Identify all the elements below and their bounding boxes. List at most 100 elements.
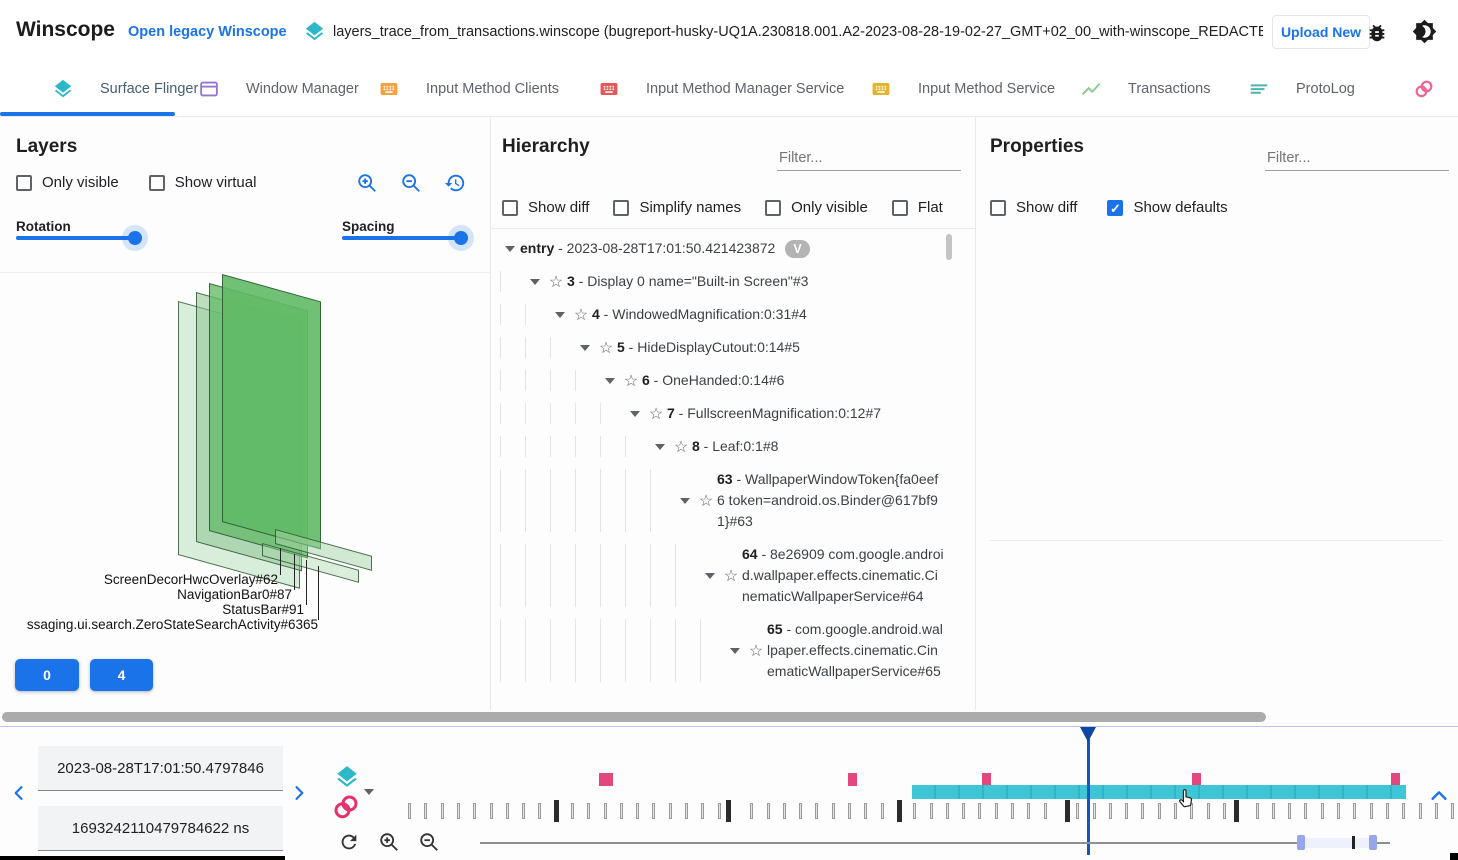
tab-input-method-clients[interactable]: Input Method Clients <box>378 62 559 116</box>
timeline-cursor-line[interactable] <box>1087 727 1090 855</box>
rotation-slider-thumb[interactable] <box>128 231 142 245</box>
rotation-slider-track[interactable] <box>16 236 136 240</box>
checkbox-flat[interactable]: Flat <box>891 199 943 216</box>
timeline-zoom-out-icon[interactable] <box>418 831 440 853</box>
checkbox-box[interactable] <box>148 174 165 191</box>
tree-row[interactable]: ☆ 5 - HideDisplayCutout:0:14#5 <box>500 331 944 364</box>
zoom-range-handle-right[interactable] <box>1369 835 1377 850</box>
tab-protolog[interactable]: ProtoLog <box>1248 62 1355 116</box>
checkbox-box[interactable] <box>765 199 782 216</box>
expand-arrow-icon[interactable] <box>575 344 595 351</box>
hierarchy-filter-input[interactable] <box>777 146 961 171</box>
timeline-scrollbar[interactable] <box>2 712 1266 722</box>
checkbox-show-virtual[interactable]: Show virtual <box>148 174 256 191</box>
timestamp-ns-input[interactable]: 1693242110479784622 ns <box>38 806 283 851</box>
trace-dropdown-caret[interactable] <box>364 789 374 795</box>
tree-row[interactable]: ☆ 4 - WindowedMagnification:0:31#4 <box>500 298 944 331</box>
pin-star-icon[interactable]: ☆ <box>723 567 739 585</box>
tree-row[interactable]: ☆ 3 - Display 0 name="Built-in Screen"#3 <box>500 265 944 298</box>
zoom-range-track[interactable] <box>480 842 1390 844</box>
trace-selection-track[interactable] <box>912 785 1406 799</box>
expand-arrow-icon[interactable] <box>675 497 695 504</box>
previous-entry-button[interactable] <box>9 783 29 803</box>
tab-input-method-service[interactable]: Input Method Service <box>870 62 1055 116</box>
tab-transactions[interactable]: Transactions <box>1080 62 1210 116</box>
expand-arrow-icon[interactable] <box>500 245 520 252</box>
transactions-trace-icon[interactable] <box>331 792 361 822</box>
tree-node-label: 64 - 8e26909 com.google.android.wallpape… <box>742 546 944 604</box>
pin-star-icon[interactable]: ☆ <box>698 492 714 510</box>
tree-row[interactable]: ☆ 63 - WallpaperWindowToken{fa0eef6 token… <box>500 463 944 538</box>
pin-star-icon[interactable]: ☆ <box>573 306 589 324</box>
layer-rect[interactable] <box>222 274 321 550</box>
pin-star-icon[interactable]: ☆ <box>598 339 614 357</box>
checkbox-show-defaults[interactable]: ✓ Show defaults <box>1107 199 1228 216</box>
expand-arrow-icon[interactable] <box>650 443 670 450</box>
refresh-icon[interactable] <box>338 831 360 853</box>
tree-row[interactable]: ☆ 6 - OneHanded:0:14#6 <box>500 364 944 397</box>
tree-row[interactable]: ☆ 65 - com.google.android.wallpaper.effec… <box>500 613 944 688</box>
checkbox-box[interactable] <box>891 199 908 216</box>
expand-arrow-icon[interactable] <box>700 572 720 579</box>
spacing-slider-track[interactable] <box>342 236 462 240</box>
bookmark-marker[interactable] <box>982 773 991 786</box>
indent-guide <box>625 544 650 607</box>
checkbox-box[interactable]: ✓ <box>1107 199 1124 216</box>
checkbox-only-visible[interactable]: Only visible <box>765 199 868 216</box>
timeline-zoom-in-icon[interactable] <box>378 831 400 853</box>
tab-tra[interactable]: Tra <box>1413 62 1458 116</box>
next-entry-button[interactable] <box>289 783 309 803</box>
checkbox-show-diff[interactable]: Show diff <box>990 199 1077 216</box>
expand-arrow-icon[interactable] <box>600 377 620 384</box>
tree-scrollbar[interactable] <box>946 234 952 260</box>
open-legacy-link[interactable]: Open legacy Winscope <box>128 24 287 40</box>
upload-new-button[interactable]: Upload New <box>1272 15 1370 49</box>
bookmark-marker[interactable] <box>1192 773 1201 786</box>
checkbox-box[interactable] <box>990 199 1006 216</box>
tab-surface-flinger[interactable]: Surface Flinger <box>52 62 198 116</box>
ruler-tick <box>848 803 851 819</box>
bookmark-marker[interactable] <box>599 773 613 786</box>
collapse-timeline-icon[interactable] <box>1428 785 1450 807</box>
tree-row[interactable]: ☆ 64 - 8e26909 com.google.android.wallpap… <box>500 538 944 613</box>
display-id-button-0[interactable]: 0 <box>15 659 79 691</box>
pin-star-icon[interactable]: ☆ <box>648 405 664 423</box>
checkbox-box[interactable] <box>613 199 630 216</box>
expand-arrow-icon[interactable] <box>725 647 745 654</box>
zoom-in-icon[interactable] <box>356 172 378 194</box>
surface-flinger-trace-icon[interactable] <box>334 764 360 790</box>
pin-star-icon[interactable]: ☆ <box>548 273 564 291</box>
tab-input-method-manager-service[interactable]: Input Method Manager Service <box>598 62 844 116</box>
display-id-button-4[interactable]: 4 <box>90 659 153 691</box>
bookmark-marker[interactable] <box>848 773 857 786</box>
checkbox-box[interactable] <box>16 174 32 191</box>
checkbox-simplify-names[interactable]: Simplify names <box>613 199 741 216</box>
expand-arrow-icon[interactable] <box>525 278 545 285</box>
checkbox-label: Flat <box>917 199 943 216</box>
dark-mode-toggle-icon[interactable] <box>1412 19 1437 44</box>
bug-report-icon[interactable] <box>1366 22 1388 44</box>
tab-window-manager[interactable]: Window Manager <box>198 62 359 116</box>
spacing-slider-thumb[interactable] <box>454 231 468 245</box>
restore-icon[interactable] <box>444 172 466 194</box>
pin-star-icon[interactable]: ☆ <box>673 438 689 456</box>
timestamp-human-input[interactable]: 2023-08-28T17:01:50.4797846 <box>38 746 283 791</box>
checkbox-box[interactable] <box>502 199 518 216</box>
expand-arrow-icon[interactable] <box>550 311 570 318</box>
pin-star-icon[interactable]: ☆ <box>748 642 764 660</box>
properties-filter-input[interactable] <box>1265 146 1449 171</box>
zoom-range-handle-left[interactable] <box>1297 835 1305 850</box>
zoom-out-icon[interactable] <box>400 172 422 194</box>
checkbox-only-visible[interactable]: Only visible <box>16 174 119 191</box>
rings-icon <box>1413 78 1435 100</box>
expand-arrow-icon[interactable] <box>625 410 645 417</box>
indent-guide <box>500 337 525 358</box>
tree-row[interactable]: ☆ 7 - FullscreenMagnification:0:12#7 <box>500 397 944 430</box>
checkbox-show-diff[interactable]: Show diff <box>502 199 589 216</box>
bookmark-marker[interactable] <box>1391 773 1400 786</box>
tree-row[interactable]: ☆ 8 - Leaf:0:1#8 <box>500 430 944 463</box>
layers-3d-view[interactable] <box>0 273 490 693</box>
timeline-cursor-head[interactable] <box>1080 727 1096 742</box>
tree-row[interactable]: entry - 2023-08-28T17:01:50.421423872 V <box>500 232 944 265</box>
pin-star-icon[interactable]: ☆ <box>623 372 639 390</box>
